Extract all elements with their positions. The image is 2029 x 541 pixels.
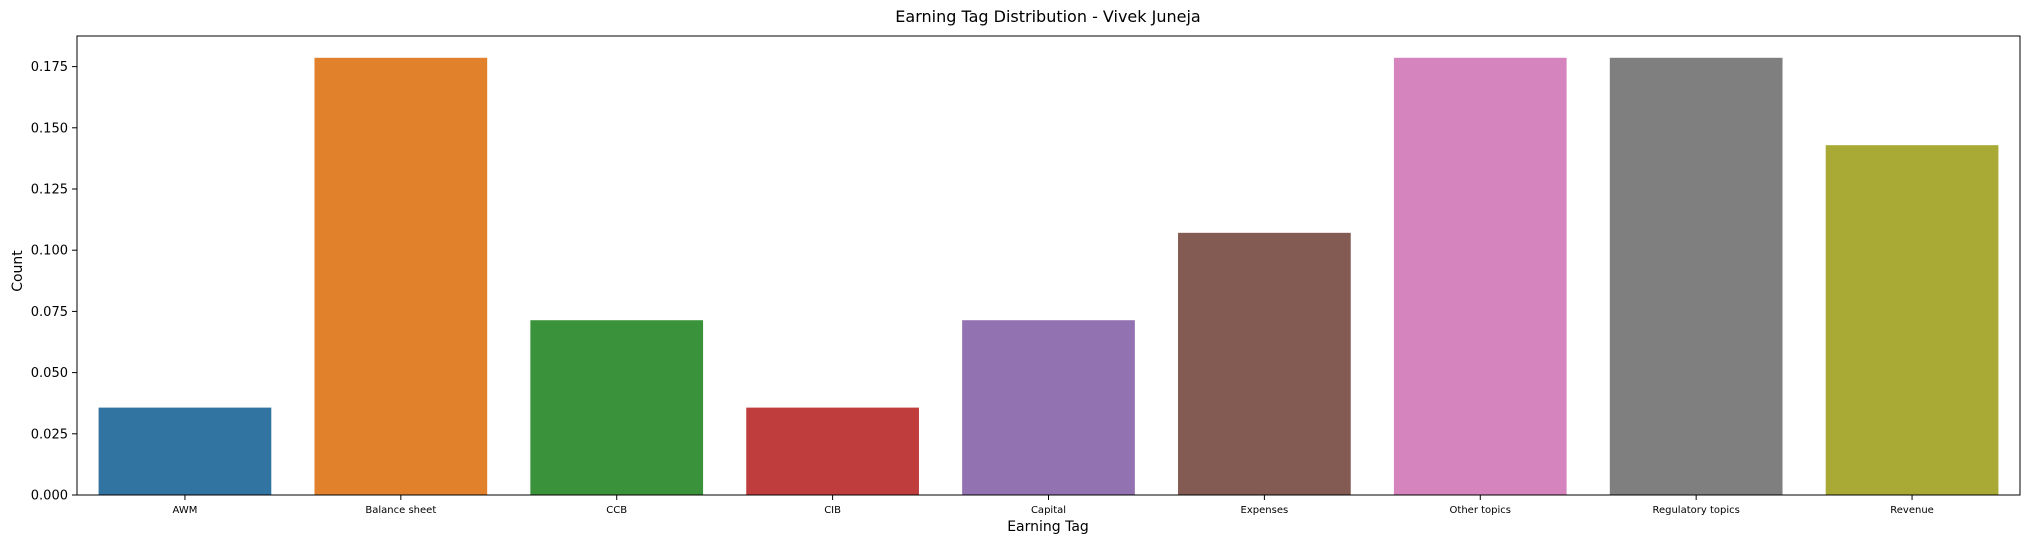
bar-balance-sheet <box>314 57 488 495</box>
y-tick-label: 0.025 <box>31 427 68 442</box>
x-tick-label: Expenses <box>1241 505 1289 516</box>
x-tick-label: AWM <box>173 505 198 516</box>
y-tick-label: 0.075 <box>31 305 68 320</box>
y-axis-label: Count <box>10 250 26 292</box>
bar-ccb <box>530 320 704 495</box>
x-tick-label: Balance sheet <box>365 505 436 516</box>
x-tick-label: Regulatory topics <box>1652 505 1739 516</box>
y-tick-label: 0.175 <box>31 60 68 75</box>
bar-revenue <box>1825 145 1999 496</box>
bar-regulatory-topics <box>1609 57 1783 495</box>
x-tick-label: Revenue <box>1890 505 1934 516</box>
x-tick-label: CCB <box>606 505 627 516</box>
y-tick-label: 0.150 <box>31 121 68 136</box>
y-tick-label: 0.000 <box>31 489 68 504</box>
bar-awm <box>98 407 272 495</box>
y-tick-label: 0.100 <box>31 244 68 259</box>
bar-cib <box>746 407 919 495</box>
bar-other-topics <box>1393 57 1567 495</box>
y-tick-label: 0.050 <box>31 366 68 381</box>
bar-capital <box>962 320 1135 495</box>
chart-title: Earning Tag Distribution - Vivek Juneja <box>895 7 1200 26</box>
x-axis-ticks: AWM Balance sheet CCB CIB Capital Expenses Oth… <box>173 495 1934 516</box>
y-tick-label: 0.125 <box>31 183 68 198</box>
y-axis-ticks: 0.000 0.025 0.050 0.075 0.100 0.125 0.150 0.175 <box>31 60 77 504</box>
x-axis-label: Earning Tag <box>1007 519 1089 535</box>
x-tick-label: Capital <box>1031 505 1066 516</box>
x-tick-label: CIB <box>824 505 841 516</box>
axes-frame <box>76 35 2021 496</box>
bar-expenses <box>1178 232 1351 495</box>
bars <box>98 57 1999 496</box>
x-tick-label: Other topics <box>1450 505 1511 516</box>
